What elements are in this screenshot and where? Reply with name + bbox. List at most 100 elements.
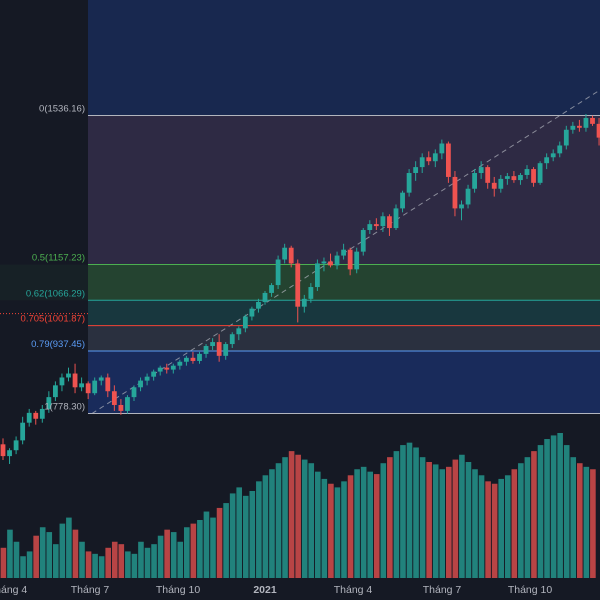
volume-bar xyxy=(111,541,118,578)
volume-bar xyxy=(341,481,347,578)
volume-bar xyxy=(20,556,26,578)
candle-body xyxy=(288,247,294,264)
candle-body xyxy=(262,292,268,302)
volume-bar xyxy=(459,454,465,578)
volume-bar xyxy=(197,520,203,578)
volume-bar xyxy=(26,551,33,578)
candle-body xyxy=(229,334,235,345)
volume-bar xyxy=(39,527,46,578)
candle-body xyxy=(295,263,301,307)
volume-bar xyxy=(288,451,295,578)
fib-lines xyxy=(0,115,600,415)
candle-body xyxy=(347,249,353,270)
fib-zone-2 xyxy=(88,300,600,326)
volume-bar xyxy=(223,503,229,578)
volume-bar xyxy=(98,556,105,578)
volume-bar xyxy=(210,517,216,578)
candle-body xyxy=(577,125,582,128)
candle-body xyxy=(46,397,52,409)
volume-bar xyxy=(256,481,262,578)
volume-bar xyxy=(53,544,59,578)
fib-labels: 0(1536.16) 0.5(1157.23) 0.62(1066.29) 0.705… xyxy=(21,104,85,413)
volume-bar xyxy=(190,523,197,578)
candle-body xyxy=(177,361,183,366)
candle-body xyxy=(210,342,215,347)
volume-bar xyxy=(485,481,491,578)
fib-label-1: 0.5(1157.23) xyxy=(32,253,85,264)
candle-body xyxy=(400,192,405,209)
time-axis-label: Tháng 4 xyxy=(0,584,27,596)
volume-bar xyxy=(164,529,170,578)
volume-bar xyxy=(13,541,20,578)
volume-bar xyxy=(570,457,577,578)
candle-body xyxy=(406,173,412,193)
volume-bar xyxy=(393,451,400,578)
volume-bar xyxy=(275,463,282,578)
volume-bar xyxy=(432,464,439,578)
candle-body xyxy=(459,204,464,209)
fib-label-3: 0.705(1001.87) xyxy=(21,314,85,325)
candle-body xyxy=(491,182,497,189)
volume-bar xyxy=(269,469,275,578)
volume-bar xyxy=(177,541,184,578)
candle-body xyxy=(531,169,536,183)
candle-body xyxy=(557,145,563,154)
volume-bar xyxy=(419,457,426,578)
candle-body xyxy=(203,346,209,354)
candle-body xyxy=(387,216,392,229)
candle-body xyxy=(79,383,84,388)
candle-body xyxy=(256,301,261,309)
volume-bar xyxy=(426,462,432,578)
candles xyxy=(0,114,600,464)
candle-body xyxy=(563,129,569,146)
candle-body xyxy=(544,157,550,164)
candle-body xyxy=(85,383,91,394)
time-axis-label: Tháng 4 xyxy=(334,584,373,596)
time-axis-label: Tháng 10 xyxy=(508,584,553,596)
volume-bar xyxy=(92,553,98,578)
fib-label-2: 0.62(1066.29) xyxy=(26,288,85,299)
candle-body xyxy=(216,342,222,356)
volume-bar xyxy=(7,529,13,578)
candle-body xyxy=(524,169,530,175)
candle-body xyxy=(275,259,281,286)
fib-zone-above xyxy=(88,0,600,116)
time-axis-label: 2021 xyxy=(253,584,277,596)
candle-body xyxy=(321,261,327,264)
candle-body xyxy=(590,117,595,124)
candle-body xyxy=(72,373,78,388)
candle-body xyxy=(138,380,143,388)
candle-body xyxy=(354,251,360,270)
candle-body xyxy=(151,371,157,377)
volume-bar xyxy=(138,541,144,578)
volume-bar xyxy=(105,547,111,578)
volume-bar xyxy=(544,439,550,578)
volume-bar xyxy=(498,478,504,578)
candle-body xyxy=(111,391,117,405)
candle-body xyxy=(583,117,589,128)
candle-body xyxy=(66,373,71,378)
candle-body xyxy=(380,216,386,227)
candle-body xyxy=(20,422,26,441)
candle-body xyxy=(315,263,320,288)
fib-zone-4 xyxy=(88,350,600,414)
volume-bar xyxy=(478,475,485,578)
candle-body xyxy=(308,287,314,299)
candle-body xyxy=(373,224,379,227)
candle-body xyxy=(39,408,45,419)
time-axis-label: Tháng 10 xyxy=(156,584,201,596)
candle-body xyxy=(504,176,510,179)
volume-bar xyxy=(118,544,125,578)
candle-body xyxy=(7,450,12,457)
volume-bar xyxy=(583,466,590,578)
volume-bar xyxy=(85,551,92,578)
candle-body xyxy=(98,377,104,381)
candle-body xyxy=(360,230,366,252)
time-axis: Tháng 4 Tháng 7 Tháng 10 2021 Tháng 4 Tháng 7… xyxy=(0,578,600,600)
volume-bar xyxy=(367,471,373,578)
candle-body xyxy=(157,367,163,372)
candle-body xyxy=(105,377,111,392)
candle-body xyxy=(328,261,333,266)
